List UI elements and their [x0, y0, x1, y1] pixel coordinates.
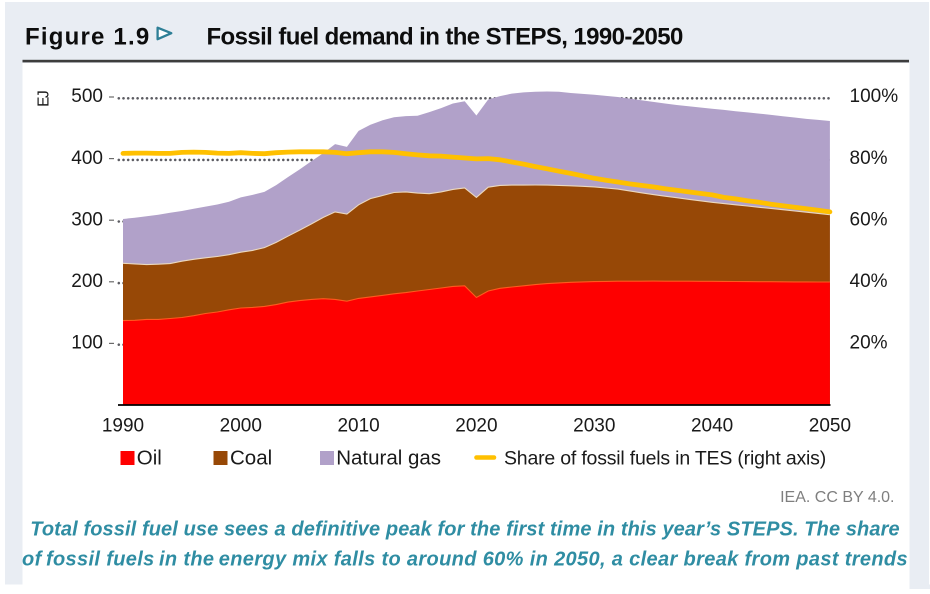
svg-text:IEA. CC BY 4.0.: IEA. CC BY 4.0. [780, 489, 894, 506]
svg-text:Oil: Oil [137, 447, 162, 470]
svg-text:Fossil fuel demand in the STEP: Fossil fuel demand in the STEPS, 1990-20… [207, 24, 684, 51]
svg-text:EJ: EJ [36, 91, 53, 107]
svg-text:80%: 80% [850, 148, 888, 169]
svg-text:Natural gas: Natural gas [336, 447, 441, 470]
svg-text:1990: 1990 [102, 416, 144, 437]
svg-text:Figure 1.9: Figure 1.9 [25, 24, 150, 51]
svg-text:2030: 2030 [573, 416, 615, 437]
svg-text:300: 300 [71, 209, 103, 230]
svg-text:2020: 2020 [455, 416, 497, 437]
svg-text:60%: 60% [850, 209, 888, 230]
svg-text:100: 100 [71, 333, 103, 354]
svg-text:20%: 20% [850, 333, 888, 354]
svg-text:500: 500 [71, 86, 103, 107]
svg-text:2010: 2010 [337, 416, 379, 437]
svg-text:of fossil fuels in the energy: of fossil fuels in the energy mix falls … [22, 549, 908, 571]
svg-text:100%: 100% [850, 86, 899, 107]
svg-text:2050: 2050 [809, 416, 851, 437]
svg-text:Total fossil fuel use sees a d: Total fossil fuel use sees a definitive … [30, 519, 899, 541]
svg-text:2000: 2000 [220, 416, 262, 437]
svg-text:200: 200 [71, 271, 103, 292]
svg-text:Share of fossil fuels in TES (: Share of fossil fuels in TES (right axis… [504, 448, 826, 470]
svg-text:2040: 2040 [691, 416, 733, 437]
svg-text:Coal: Coal [230, 447, 272, 470]
svg-text:40%: 40% [850, 271, 888, 292]
svg-text:400: 400 [71, 148, 103, 169]
